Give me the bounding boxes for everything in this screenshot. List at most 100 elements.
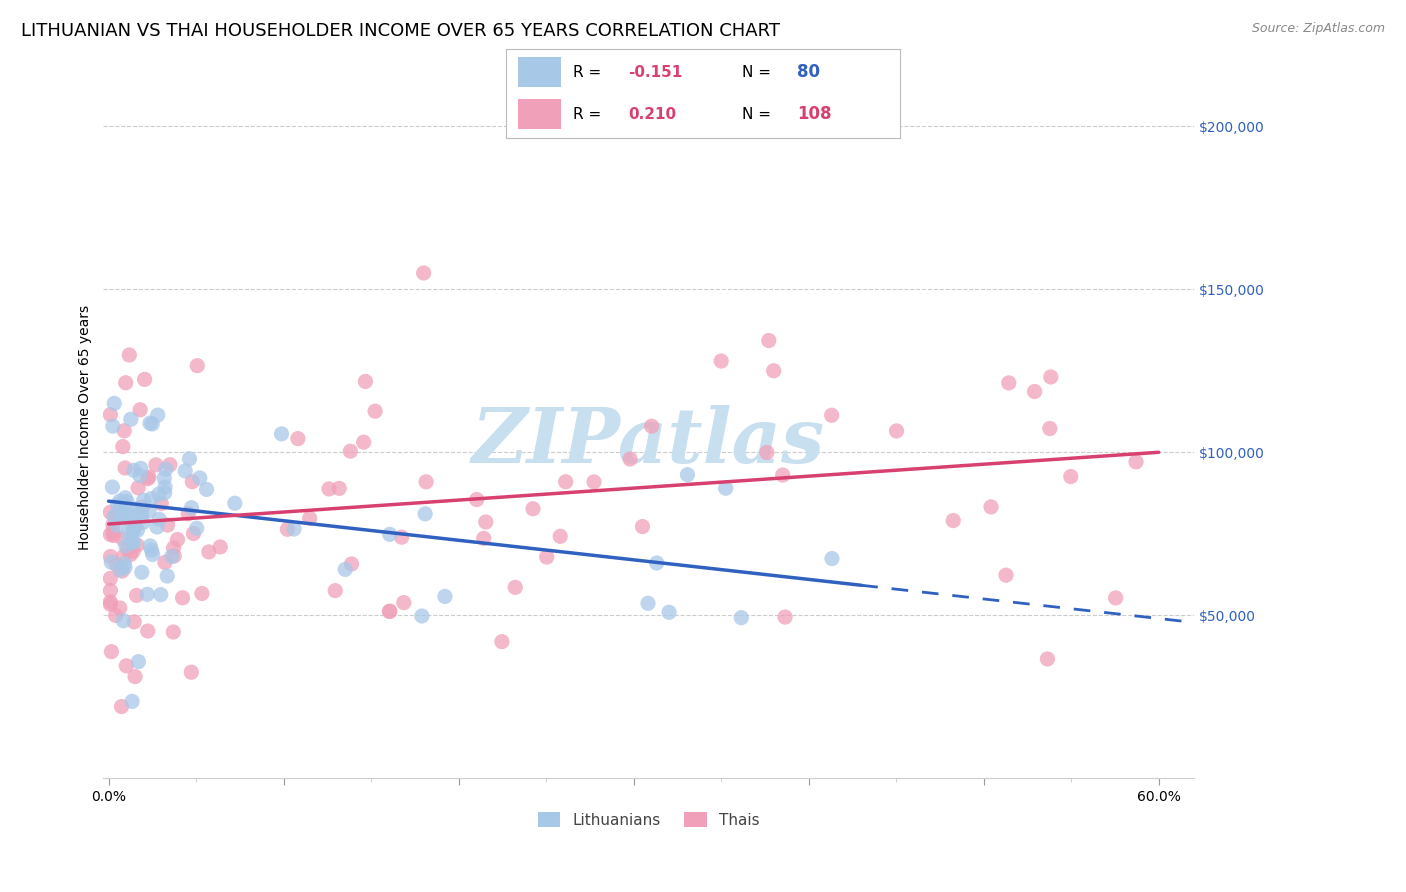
Point: [122, 535, 145, 549]
Point: [191, 586, 214, 600]
Point: [138, 504, 160, 518]
Point: [433, 590, 456, 604]
Point: [132, 493, 155, 508]
Point: [980, 500, 1002, 514]
Text: R =: R =: [574, 107, 606, 121]
Point: [105, 518, 128, 533]
Point: [997, 376, 1019, 390]
Point: [354, 375, 377, 389]
Point: [122, 544, 145, 558]
Point: [134, 372, 156, 386]
Point: [821, 551, 844, 566]
Point: [148, 512, 170, 526]
Point: [131, 508, 153, 522]
Point: [179, 451, 201, 466]
Point: [619, 452, 641, 467]
Point: [110, 508, 132, 523]
Point: [886, 424, 908, 438]
Point: [150, 496, 173, 510]
Point: [153, 485, 176, 500]
Point: [114, 560, 136, 574]
Point: [159, 458, 181, 472]
Point: [100, 527, 122, 541]
Text: N =: N =: [742, 65, 776, 79]
Point: [730, 611, 752, 625]
Point: [714, 481, 737, 495]
Point: [101, 517, 124, 532]
Point: [115, 494, 138, 508]
Point: [536, 549, 558, 564]
Point: [1024, 384, 1046, 399]
Point: [100, 645, 122, 659]
Text: Source: ZipAtlas.com: Source: ZipAtlas.com: [1251, 22, 1385, 36]
Point: [115, 508, 138, 522]
Point: [122, 463, 145, 477]
Point: [163, 549, 186, 563]
Point: [340, 557, 363, 571]
Point: [108, 494, 131, 508]
Point: [124, 670, 146, 684]
Point: [101, 480, 124, 494]
Point: [114, 376, 136, 390]
Point: [645, 556, 668, 570]
Point: [413, 507, 436, 521]
Point: [198, 545, 221, 559]
Point: [149, 588, 172, 602]
Point: [821, 409, 844, 423]
Point: [146, 520, 169, 534]
Point: [298, 511, 321, 525]
Point: [391, 530, 413, 544]
Point: [491, 634, 513, 648]
Point: [156, 518, 179, 533]
Point: [117, 525, 139, 540]
Point: [160, 549, 183, 564]
Point: [108, 601, 131, 615]
Point: [138, 470, 160, 484]
Point: [122, 524, 145, 538]
Point: [108, 563, 131, 577]
Point: [658, 605, 681, 619]
Point: [112, 497, 135, 511]
Point: [415, 475, 437, 489]
Point: [162, 625, 184, 640]
Point: [127, 501, 149, 516]
Point: [127, 655, 149, 669]
Point: [180, 500, 202, 515]
Point: [139, 416, 162, 430]
Point: [224, 496, 246, 510]
Point: [153, 556, 176, 570]
Point: [1105, 591, 1128, 605]
Point: [155, 462, 177, 476]
Point: [101, 419, 124, 434]
Point: [101, 525, 124, 540]
Point: [107, 498, 129, 512]
Point: [146, 408, 169, 422]
Point: [112, 424, 135, 438]
Bar: [517, 99, 561, 129]
Point: [522, 501, 544, 516]
Point: [548, 529, 571, 543]
Point: [318, 482, 340, 496]
Point: [583, 475, 606, 489]
Point: [503, 580, 526, 594]
Point: [114, 491, 136, 505]
Point: [128, 468, 150, 483]
Text: N =: N =: [742, 107, 776, 121]
Point: [378, 527, 401, 541]
Point: [120, 514, 142, 528]
Point: [111, 564, 134, 578]
Point: [115, 658, 138, 673]
Point: [758, 334, 780, 348]
Point: [124, 517, 146, 532]
Point: [122, 535, 145, 549]
Text: LITHUANIAN VS THAI HOUSEHOLDER INCOME OVER 65 YEARS CORRELATION CHART: LITHUANIAN VS THAI HOUSEHOLDER INCOME OV…: [21, 22, 780, 40]
Point: [100, 597, 122, 611]
Point: [153, 471, 176, 485]
Point: [942, 514, 965, 528]
Point: [120, 548, 142, 562]
Point: [335, 562, 357, 576]
Point: [283, 522, 305, 536]
Point: [1036, 652, 1059, 666]
Bar: [517, 57, 561, 87]
Text: 0.210: 0.210: [628, 107, 676, 121]
